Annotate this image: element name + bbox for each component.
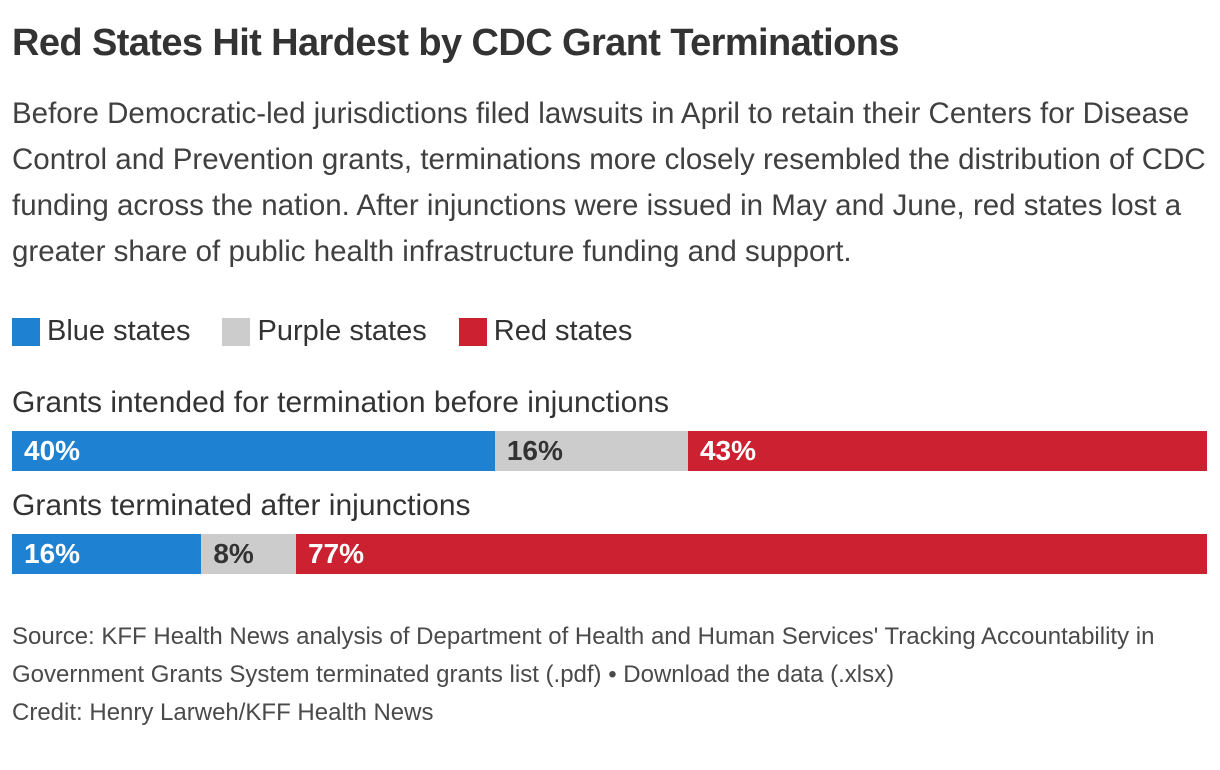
bar-value-label: 77% — [307, 538, 365, 569]
bar-segment-blue-states: 16% — [12, 534, 202, 574]
download-data-link[interactable]: Download the data (.xlsx) — [623, 661, 895, 688]
legend-item-purple-states: Purple states — [222, 315, 427, 348]
bar-row: Grants intended for termination before i… — [12, 386, 1207, 471]
bar-segment-purple-states: 8% — [201, 534, 296, 574]
source-text: Source: KFF Health News analysis of Depa… — [12, 623, 1155, 688]
legend-label: Red states — [493, 315, 633, 347]
chart-title: Red States Hit Hardest by CDC Grant Term… — [12, 22, 900, 64]
stacked-bar: 40% 16% 43% — [12, 431, 1207, 471]
bar-value-label: 40% — [24, 435, 81, 466]
legend-label: Blue states — [47, 315, 191, 347]
bar-category-label: Grants terminated after injunctions — [12, 489, 471, 522]
bar-segment-purple-states: 16% — [494, 431, 688, 471]
bar-value-label: 8% — [213, 538, 254, 569]
footer: Source: KFF Health News analysis of Depa… — [12, 618, 1207, 732]
chart-card: Red States Hit Hardest by CDC Grant Term… — [12, 22, 1208, 732]
bar-row: Grants terminated after injunctions 16% 8%… — [12, 489, 1208, 574]
bar-value-label: 43% — [699, 435, 756, 466]
legend-item-red-states: Red states — [458, 315, 633, 348]
legend: Blue states Purple states Red states — [12, 315, 1207, 348]
bar-value-label: 16% — [24, 538, 81, 569]
source-line: Source: KFF Health News analysis of Depa… — [12, 618, 1192, 694]
legend-label: Purple states — [257, 315, 427, 347]
stacked-bar: 16% 8% 77% — [12, 534, 1208, 574]
bar-value-label: 16% — [506, 435, 563, 466]
legend-swatch-purple-states — [222, 317, 251, 346]
bar-segment-blue-states: 40% — [12, 431, 495, 471]
bar-chart: Grants intended for termination before i… — [12, 386, 1208, 574]
source-separator: • — [601, 661, 624, 688]
credit-line: Credit: Henry Larweh/KFF Health News — [12, 699, 434, 726]
bar-segment-red-states: 43% — [687, 431, 1207, 471]
legend-swatch-red-states — [458, 317, 487, 346]
legend-swatch-blue-states — [12, 317, 40, 346]
bar-segment-red-states: 77% — [295, 534, 1208, 574]
bar-category-label: Grants intended for termination before i… — [12, 386, 670, 419]
legend-item-blue-states: Blue states — [12, 315, 190, 348]
chart-description: Before Democratic-led jurisdictions file… — [12, 97, 1206, 268]
